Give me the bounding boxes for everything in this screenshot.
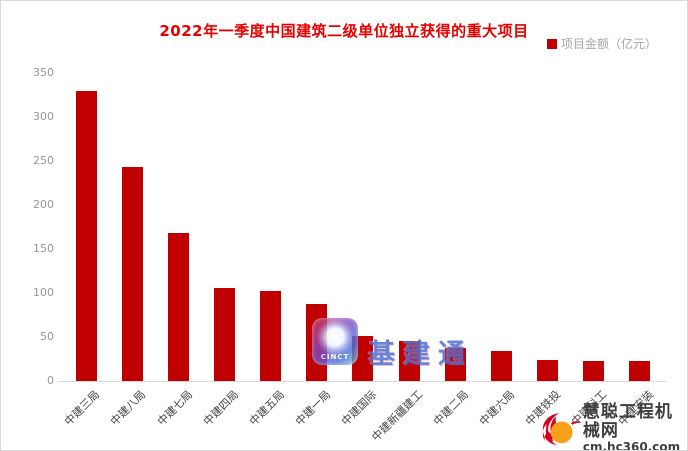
bar-中建八局 bbox=[121, 167, 143, 381]
x-axis-line bbox=[58, 381, 666, 382]
chart-title: 2022年一季度中国建筑二级单位独立获得的重大项目 bbox=[159, 22, 529, 40]
bar-中建二局 bbox=[444, 348, 466, 381]
bar-中建六局 bbox=[490, 351, 512, 381]
legend-label: 项目金额（亿元） bbox=[561, 37, 658, 51]
bar-中建四局 bbox=[214, 287, 236, 381]
y-axis-tick: 0 bbox=[47, 374, 54, 387]
y-axis-tick: 250 bbox=[33, 154, 54, 167]
bar-中建七局 bbox=[168, 233, 189, 381]
bar-中建国际 bbox=[352, 336, 374, 381]
bar-中建三局 bbox=[75, 90, 97, 381]
y-axis-tick: 200 bbox=[33, 198, 54, 211]
legend-swatch-icon bbox=[547, 38, 557, 49]
y-axis-tick: 100 bbox=[33, 286, 54, 299]
bar-中建一局 bbox=[306, 304, 328, 381]
bar-中建安装 bbox=[629, 360, 650, 381]
y-axis-tick: 300 bbox=[33, 110, 54, 123]
legend: 项目金额（亿元） bbox=[547, 35, 657, 52]
y-axis-tick: 150 bbox=[33, 242, 54, 255]
bar-中建新疆建工 bbox=[398, 340, 420, 381]
bar-中建铁投 bbox=[536, 359, 558, 381]
bar-中建科工 bbox=[582, 360, 604, 381]
bar-中建五局 bbox=[260, 291, 282, 381]
y-axis-tick: 50 bbox=[40, 330, 54, 343]
y-axis-tick: 350 bbox=[33, 66, 54, 79]
